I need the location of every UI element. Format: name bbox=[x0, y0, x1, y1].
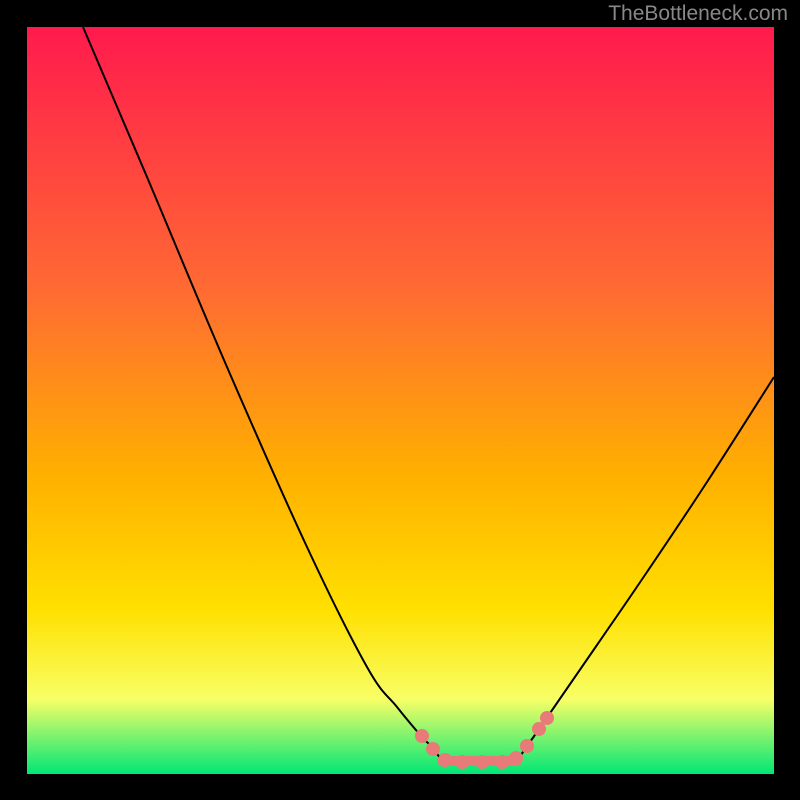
right-curve bbox=[517, 377, 774, 761]
salmon-dots-group bbox=[415, 711, 554, 769]
salmon-dot bbox=[509, 751, 523, 765]
salmon-dot bbox=[520, 739, 534, 753]
watermark: TheBottleneck.com bbox=[608, 2, 788, 26]
left-curve bbox=[83, 27, 442, 761]
salmon-dot bbox=[415, 729, 429, 743]
salmon-dot bbox=[475, 755, 489, 769]
salmon-dot bbox=[540, 711, 554, 725]
salmon-dot bbox=[438, 753, 452, 767]
salmon-dot bbox=[455, 755, 469, 769]
salmon-dot bbox=[495, 755, 509, 769]
chart-svg bbox=[0, 0, 800, 800]
salmon-dot bbox=[426, 742, 440, 756]
